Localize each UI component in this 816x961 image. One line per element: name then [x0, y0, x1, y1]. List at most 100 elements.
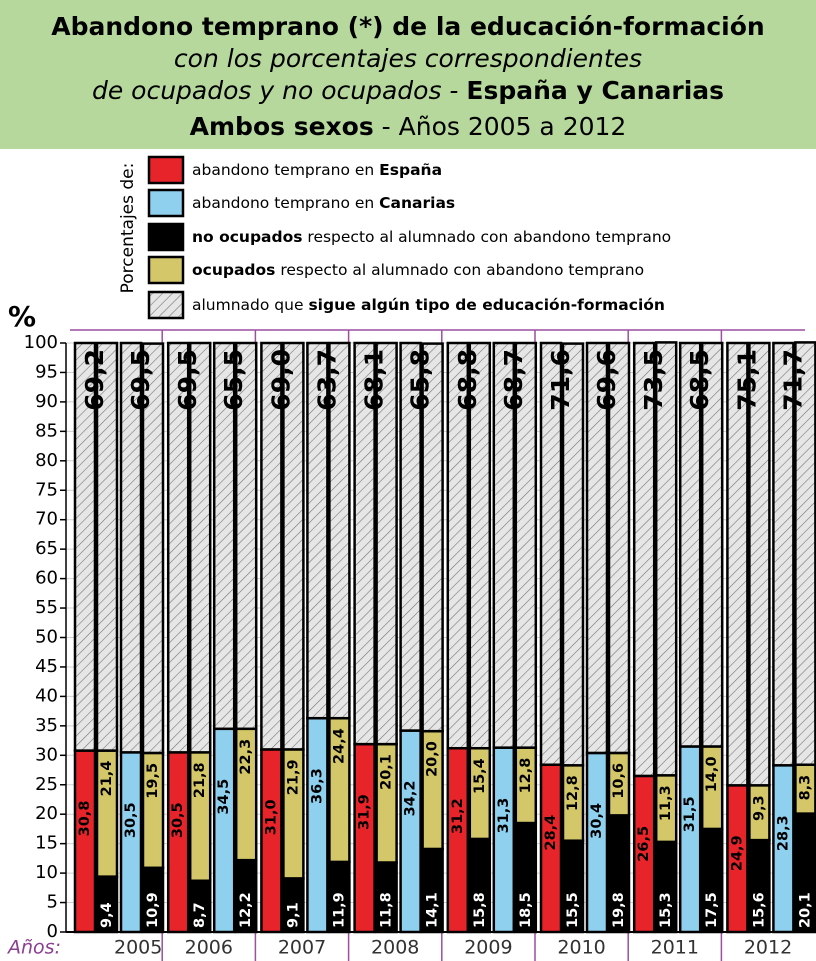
value-label: 28,3: [775, 815, 791, 851]
x-tick-label: 2006: [185, 937, 233, 959]
value-label: 15,8: [472, 892, 488, 928]
sigue-label: 68,7: [499, 349, 528, 411]
bar-abandono: [678, 745, 702, 934]
bar-abandono: [119, 751, 143, 934]
x-tick-label: 2008: [371, 937, 419, 959]
value-label: 31,3: [496, 798, 512, 834]
value-label: 8,3: [797, 775, 813, 801]
y-tick-label: 30: [35, 744, 58, 765]
bar-sigue: [328, 341, 351, 720]
bar-sigue: [654, 341, 678, 777]
bar-sigue: [234, 341, 258, 731]
y-tick-label: 45: [35, 656, 58, 677]
sigue-label: 71,6: [546, 349, 575, 411]
legend-swatch: [147, 155, 185, 185]
x-axis-label: Años:: [6, 937, 61, 959]
y-tick-label: 25: [35, 774, 58, 795]
sigue-label: 69,5: [126, 349, 155, 411]
sigue-label: 73,5: [639, 349, 668, 411]
bar-sigue: [141, 342, 165, 755]
y-tick-label: 0: [47, 921, 58, 942]
bar-sigue: [607, 341, 631, 755]
bar-sigue: [399, 341, 422, 732]
bar-sigue: [700, 341, 724, 748]
y-tick-label: 10: [35, 862, 58, 883]
value-label: 36,3: [309, 768, 325, 804]
bar-sigue: [632, 341, 656, 778]
sigue-label: 69,5: [173, 349, 202, 411]
value-label: 24,4: [331, 728, 347, 764]
value-label: 14,0: [704, 756, 720, 792]
value-label: 15,6: [751, 892, 767, 928]
value-label: 34,5: [216, 779, 232, 815]
value-label: 11,9: [331, 892, 347, 928]
bar-abandono: [399, 729, 422, 934]
x-tick-label: 2005: [114, 937, 162, 959]
sigue-label: 68,1: [360, 349, 389, 411]
y-tick-label: 75: [35, 479, 58, 500]
title-line: Abandono temprano (*) de la educación-fo…: [51, 12, 764, 41]
bar-abandono: [353, 742, 376, 934]
y-tick-label: 55: [35, 597, 58, 618]
y-tick-label: 65: [35, 538, 58, 559]
y-tick-label: 15: [35, 833, 58, 854]
bar-sigue: [446, 341, 470, 750]
y-tick-label: 50: [35, 627, 58, 648]
x-tick-label: 2011: [651, 937, 699, 959]
value-label: 21,9: [285, 759, 301, 795]
legend-swatch: [147, 188, 185, 218]
bar-sigue: [678, 341, 702, 748]
y-tick-label: 80: [35, 450, 58, 471]
title-part: Abandono temprano (*) de la educación-fo…: [51, 12, 764, 41]
value-label: 24,9: [729, 835, 745, 871]
y-tick-label: 70: [35, 509, 58, 530]
sigue-label: 75,1: [732, 349, 761, 411]
value-label: 11,3: [658, 785, 674, 821]
bar-sigue: [119, 341, 143, 754]
legend-part: España: [379, 161, 442, 179]
title-box: [0, 0, 816, 149]
y-tick-label: 35: [35, 715, 58, 736]
value-label: 12,8: [518, 758, 534, 794]
title-line: con los porcentajes correspondientes: [174, 44, 642, 73]
title-part: de ocupados y no ocupados -: [92, 76, 466, 105]
y-tick-label: 60: [35, 568, 58, 589]
bar-sigue: [561, 342, 585, 767]
value-label: 20,1: [379, 754, 395, 790]
legend-label: abandono temprano en Canarias: [192, 194, 455, 212]
bar-sigue: [492, 341, 516, 749]
value-label: 30,8: [77, 801, 93, 837]
value-label: 20,0: [425, 741, 441, 777]
value-label: 20,1: [797, 892, 813, 928]
value-label: 12,8: [565, 775, 581, 811]
bar-sigue: [539, 341, 563, 766]
sigue-label: 69,0: [266, 349, 295, 411]
bar-sigue: [468, 341, 492, 750]
bar-sigue: [212, 341, 236, 731]
value-label: 18,5: [518, 892, 534, 928]
legend-swatch: [147, 255, 185, 285]
bar-sigue: [514, 341, 538, 749]
value-label: 17,5: [704, 892, 720, 928]
value-label: 30,5: [170, 802, 186, 838]
y-tick-label: 90: [35, 391, 58, 412]
x-tick-label: 2007: [278, 937, 326, 959]
bar-sigue: [353, 341, 376, 746]
value-label: 22,3: [238, 739, 254, 775]
bar-sigue: [726, 341, 749, 787]
value-label: 14,1: [425, 892, 441, 928]
legend-label: abandono temprano en España: [192, 161, 442, 179]
bar-sigue: [306, 341, 329, 720]
value-label: 31,0: [263, 799, 279, 835]
y-tick-label: 85: [35, 420, 58, 441]
value-label: 19,5: [145, 763, 161, 799]
value-label: 31,9: [357, 794, 373, 830]
title-part: Ambos sexos: [190, 112, 374, 141]
value-label: 30,4: [589, 803, 605, 839]
legend-part: respecto al alumnado con abandono tempra…: [275, 261, 644, 279]
bar-sigue: [772, 341, 795, 767]
bar-sigue: [282, 341, 305, 751]
value-label: 15,4: [472, 758, 488, 794]
value-label: 19,8: [611, 892, 627, 928]
